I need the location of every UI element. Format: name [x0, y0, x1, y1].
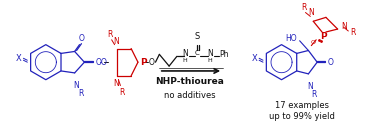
Text: R: R	[301, 3, 306, 12]
Text: O: O	[79, 34, 84, 43]
Text: R: R	[350, 28, 356, 38]
Text: N: N	[74, 81, 79, 90]
Text: N: N	[308, 8, 314, 17]
Text: no additives: no additives	[164, 91, 216, 100]
Text: O: O	[328, 58, 334, 67]
Text: up to 99% yield: up to 99% yield	[269, 112, 335, 121]
Text: R: R	[311, 90, 317, 99]
Text: P: P	[320, 32, 327, 41]
Text: H: H	[208, 58, 212, 63]
Text: O: O	[149, 58, 155, 67]
Text: C: C	[195, 50, 200, 56]
Text: HO: HO	[285, 34, 297, 43]
Text: NHP-thiourea: NHP-thiourea	[155, 77, 225, 86]
Text: O: O	[96, 58, 102, 67]
Text: O: O	[101, 58, 107, 67]
Text: N: N	[182, 49, 187, 58]
Text: 17 examples: 17 examples	[275, 101, 329, 110]
Text: N: N	[307, 82, 313, 91]
Text: R: R	[107, 30, 112, 39]
Text: O: O	[311, 40, 316, 45]
Text: N: N	[114, 79, 119, 88]
Text: N: N	[114, 37, 119, 46]
Text: R: R	[78, 90, 83, 98]
Text: S: S	[195, 32, 200, 41]
Text: X: X	[251, 54, 257, 63]
Text: N: N	[341, 22, 347, 31]
Text: X: X	[16, 54, 22, 63]
Text: P: P	[140, 58, 147, 67]
Text: H: H	[182, 58, 187, 63]
Text: N: N	[207, 49, 213, 58]
Text: R: R	[120, 88, 125, 97]
Text: Ph: Ph	[219, 50, 228, 59]
